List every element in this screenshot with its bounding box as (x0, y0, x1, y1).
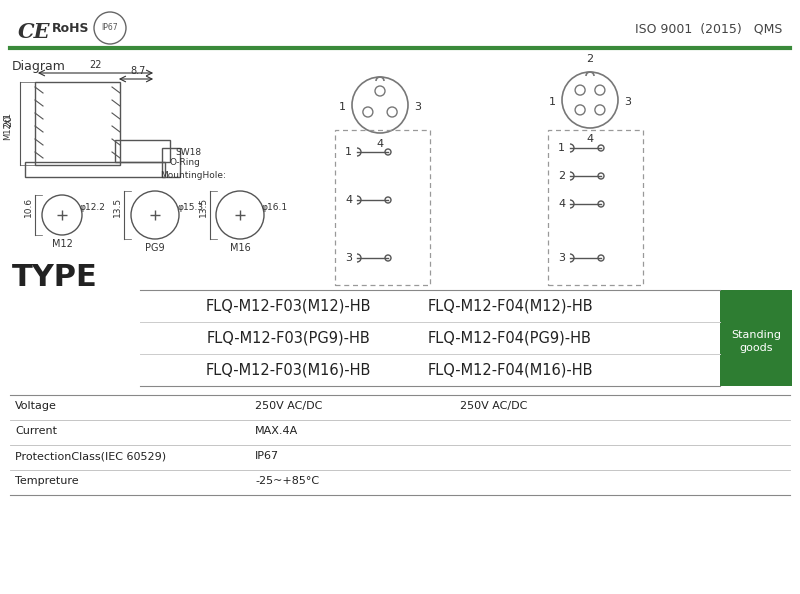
Text: TYPE: TYPE (12, 263, 98, 292)
Text: Voltage: Voltage (15, 402, 57, 411)
Text: 3: 3 (345, 253, 352, 263)
Text: 20: 20 (3, 115, 13, 127)
Text: MountingHole:: MountingHole: (160, 171, 226, 180)
Text: PG9: PG9 (145, 243, 165, 253)
Text: 13.5: 13.5 (113, 197, 122, 217)
Text: O-Ring: O-Ring (170, 158, 201, 167)
Text: M12: M12 (51, 239, 73, 249)
Text: 1: 1 (549, 97, 555, 107)
Bar (25, 162, 165, 177)
Text: 2: 2 (586, 54, 594, 64)
Text: goods: goods (739, 343, 773, 353)
Text: IP67: IP67 (255, 451, 279, 462)
Text: 4: 4 (558, 199, 565, 209)
Text: φ12.2: φ12.2 (80, 203, 106, 212)
Text: Tempreture: Tempreture (15, 476, 78, 486)
Text: 3: 3 (414, 102, 422, 112)
Text: 2: 2 (558, 171, 565, 181)
Bar (162, 148, 180, 177)
Text: 3: 3 (625, 97, 631, 107)
Text: 13.5: 13.5 (198, 197, 207, 217)
Text: φ15.3: φ15.3 (177, 203, 203, 212)
Bar (35, 82, 120, 165)
Text: FLQ-M12-F04(PG9)-HB: FLQ-M12-F04(PG9)-HB (428, 330, 592, 346)
Text: Current: Current (15, 426, 57, 436)
Text: ISO 9001  (2015)   QMS: ISO 9001 (2015) QMS (634, 22, 782, 35)
Text: M12x1: M12x1 (3, 112, 13, 140)
Bar (115, 140, 170, 162)
Text: ProtectionClass(IEC 60529): ProtectionClass(IEC 60529) (15, 451, 166, 462)
Text: 1: 1 (338, 102, 346, 112)
Text: SW18: SW18 (175, 148, 201, 157)
Text: FLQ-M12-F03(PG9)-HB: FLQ-M12-F03(PG9)-HB (206, 330, 370, 346)
Text: FLQ-M12-F04(M12)-HB: FLQ-M12-F04(M12)-HB (427, 299, 593, 314)
Text: φ16.1: φ16.1 (262, 203, 288, 212)
Text: RoHS: RoHS (52, 22, 90, 35)
Text: 4: 4 (377, 139, 383, 149)
Text: 10.6: 10.6 (23, 197, 33, 217)
Text: 250V AC/DC: 250V AC/DC (460, 402, 527, 411)
Text: FLQ-M12-F04(M16)-HB: FLQ-M12-F04(M16)-HB (427, 362, 593, 378)
Bar (720, 290, 792, 386)
Text: Standing: Standing (731, 330, 781, 340)
Text: M16: M16 (230, 243, 250, 253)
Text: 3: 3 (558, 253, 565, 263)
Text: 1: 1 (558, 143, 565, 153)
Text: FLQ-M12-F03(M16)-HB: FLQ-M12-F03(M16)-HB (206, 362, 370, 378)
Text: CE: CE (18, 22, 50, 42)
Text: 4: 4 (586, 134, 594, 144)
Text: MAX.4A: MAX.4A (255, 426, 298, 436)
Text: IP67: IP67 (102, 24, 118, 33)
Text: 250V AC/DC: 250V AC/DC (255, 402, 322, 411)
Text: 8.7: 8.7 (130, 66, 146, 76)
Bar (548, 130, 643, 285)
Text: Diagram: Diagram (12, 60, 66, 73)
Text: -25~+85°C: -25~+85°C (255, 476, 319, 486)
Text: FLQ-M12-F03(M12)-HB: FLQ-M12-F03(M12)-HB (206, 299, 370, 314)
Text: 22: 22 (90, 60, 102, 70)
Text: 4: 4 (345, 195, 352, 205)
Bar (335, 130, 430, 285)
Text: 1: 1 (345, 147, 352, 157)
